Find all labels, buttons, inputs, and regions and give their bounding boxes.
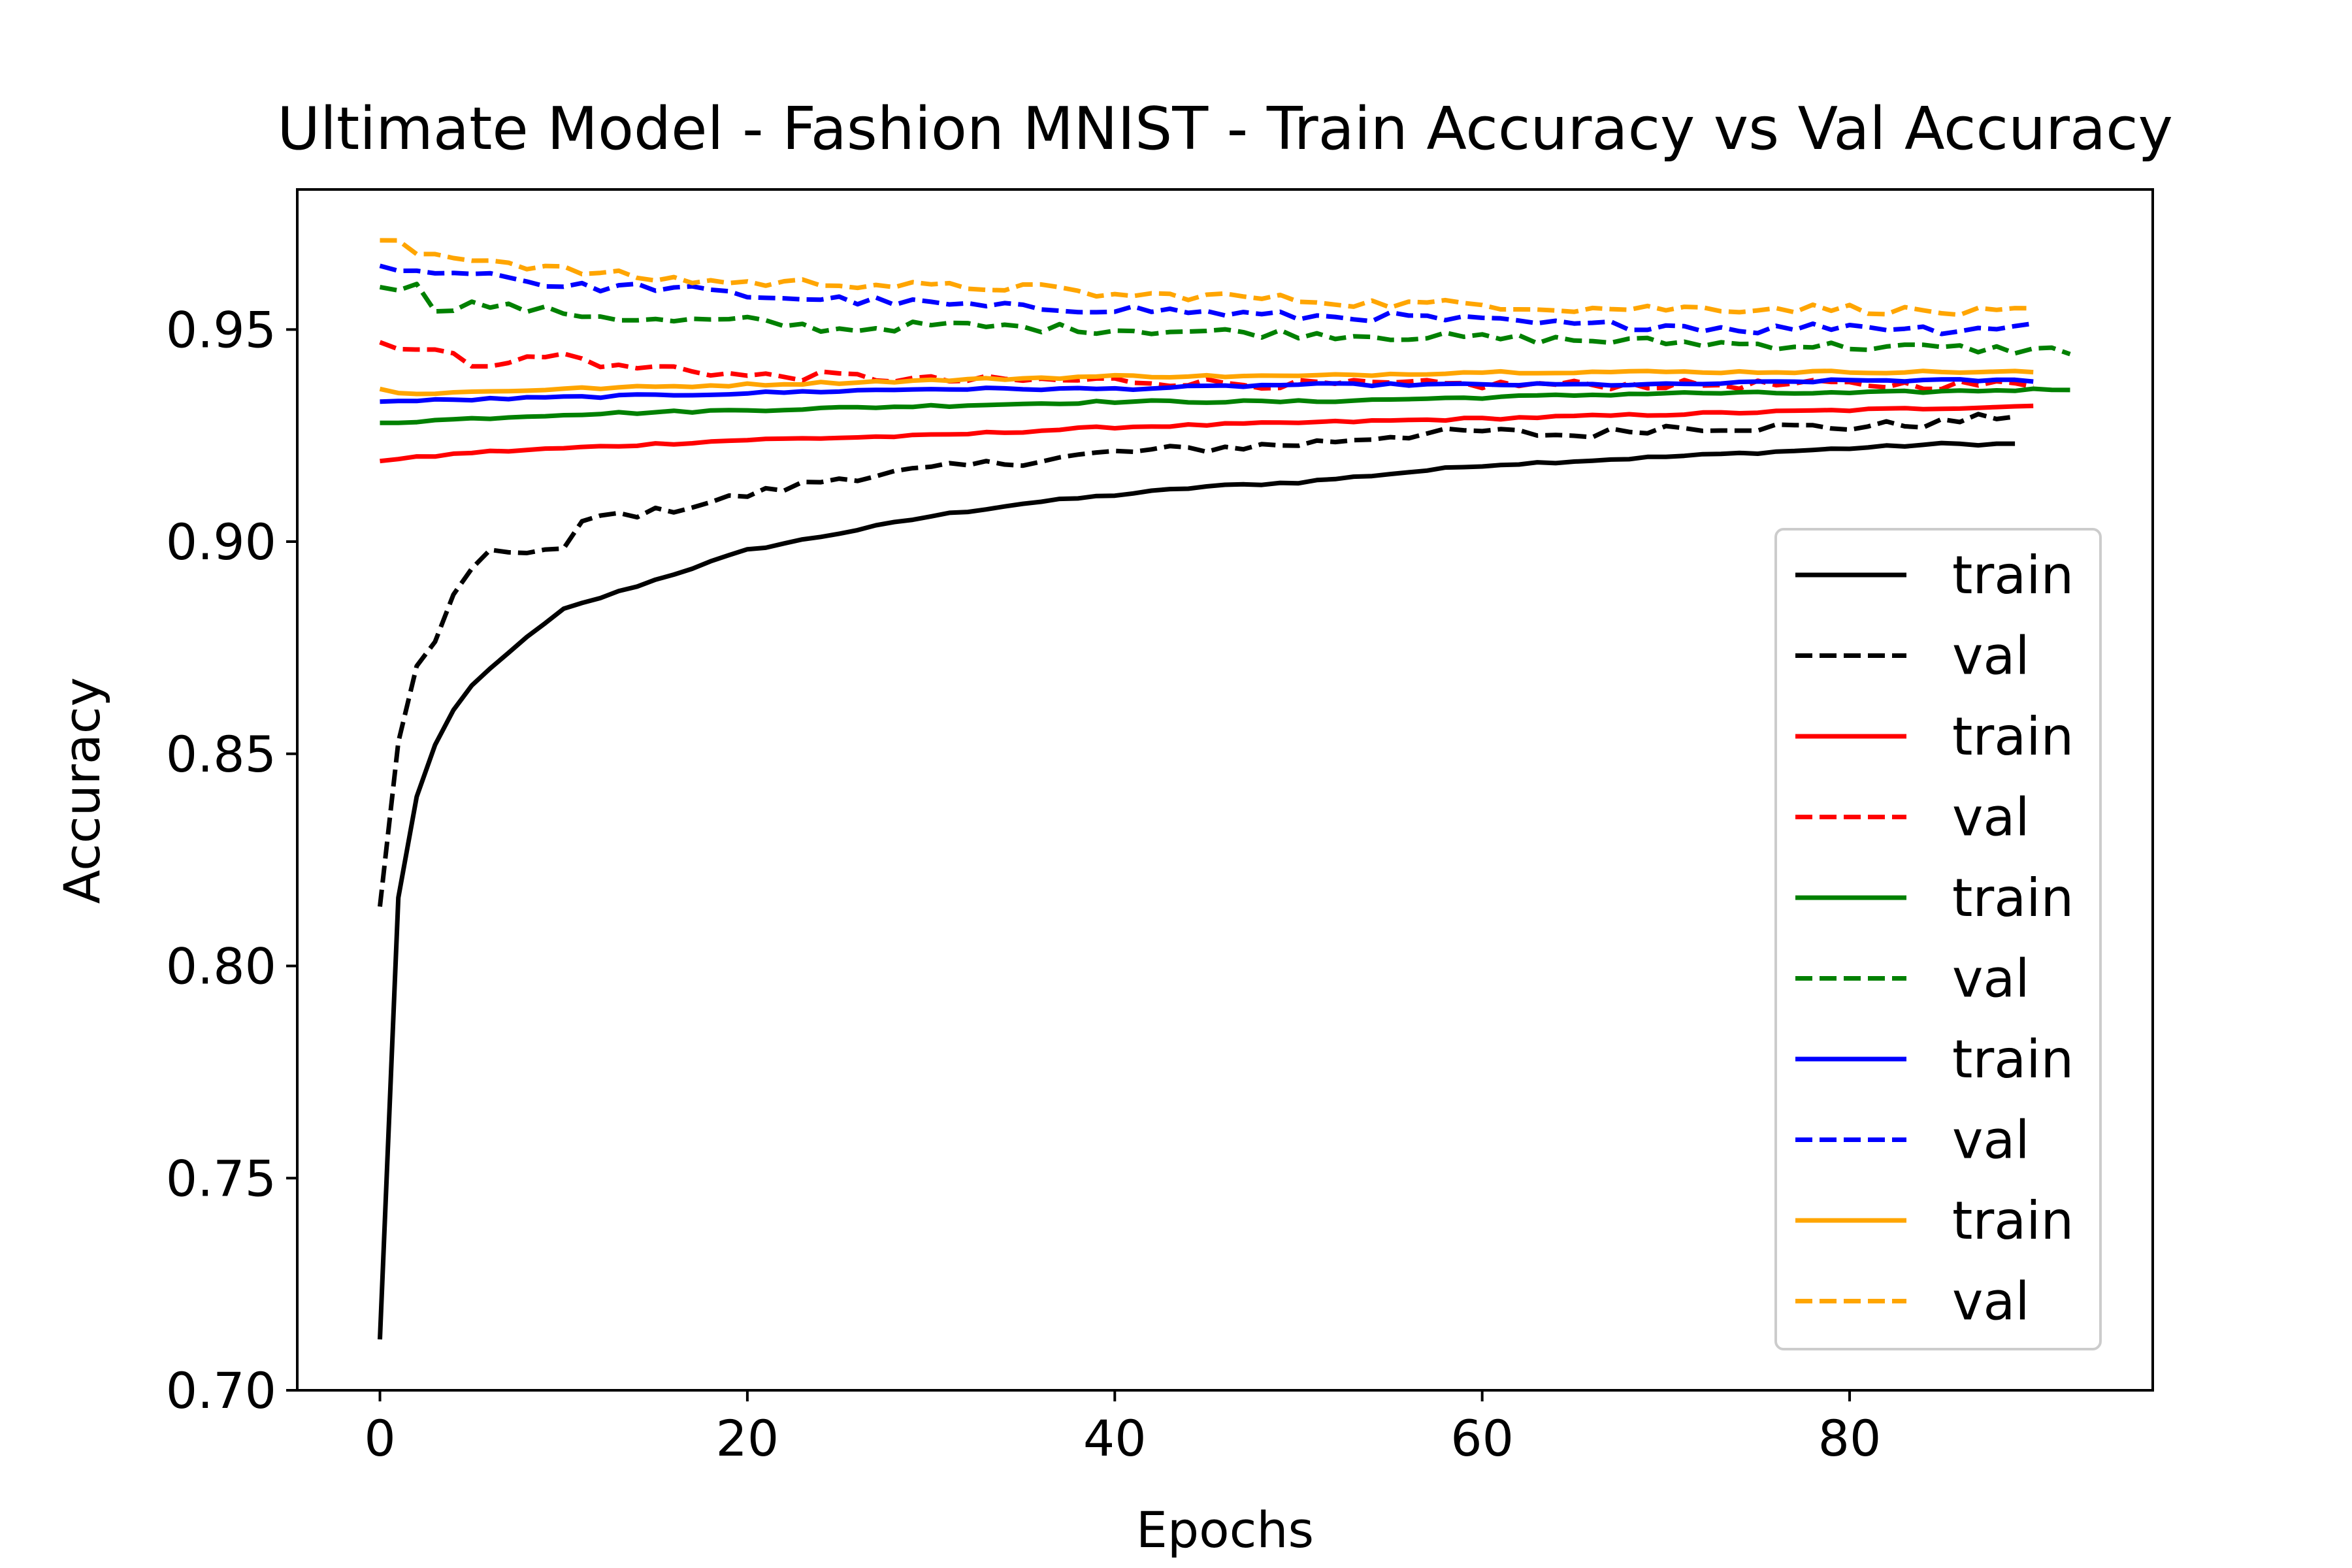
plot-frame	[296, 188, 2154, 1392]
y-tick-label: 0.85	[166, 725, 276, 783]
series-line-2-val	[378, 412, 2016, 907]
series-line-8-val	[379, 263, 2034, 336]
y-tick-label: 0.90	[166, 513, 276, 571]
legend-label: train	[1952, 545, 2074, 606]
x-axis: 0 20 40 60 80	[364, 1390, 1881, 1467]
y-tick-label: 0.80	[166, 938, 276, 996]
y-axis-label: Accuracy	[53, 678, 111, 904]
legend-label: val	[1952, 1110, 2030, 1171]
x-tick-label: 40	[1083, 1409, 1147, 1467]
y-axis: 0.70 0.75 0.80 0.85 0.90 0.95	[166, 301, 297, 1420]
y-tick-label: 0.70	[166, 1362, 276, 1420]
series-line-9-train	[379, 368, 2034, 397]
legend-label: val	[1952, 1271, 2030, 1332]
legend-label: train	[1952, 1029, 2074, 1090]
legend-label: val	[1952, 787, 2030, 848]
legend-label: train	[1952, 868, 2074, 928]
x-tick-label: 20	[716, 1409, 779, 1467]
series-line-5-train	[380, 386, 2070, 425]
x-tick-label: 60	[1450, 1409, 1514, 1467]
x-tick-label: 0	[364, 1409, 395, 1467]
series-line-7-train	[380, 377, 2034, 404]
y-tick-label: 0.75	[166, 1149, 276, 1207]
series-line-3-train	[380, 403, 2034, 464]
plot-lines	[378, 238, 2071, 1340]
series-line-10-val	[380, 238, 2034, 318]
series-line-6-val	[379, 282, 2071, 357]
x-tick-label: 80	[1818, 1409, 1882, 1467]
x-axis-label: Epochs	[1136, 1501, 1314, 1559]
chart-title: Ultimate Model - Fashion MNIST - Train A…	[277, 95, 2173, 163]
series-line-1-train	[378, 440, 2016, 1340]
legend-label: train	[1952, 1190, 2074, 1251]
legend-label: val	[1952, 626, 2030, 687]
legend: train val train val train val train val train val	[1774, 528, 2102, 1350]
y-tick-label: 0.95	[166, 301, 276, 359]
legend-label: train	[1952, 706, 2074, 767]
legend-label: val	[1952, 949, 2030, 1009]
